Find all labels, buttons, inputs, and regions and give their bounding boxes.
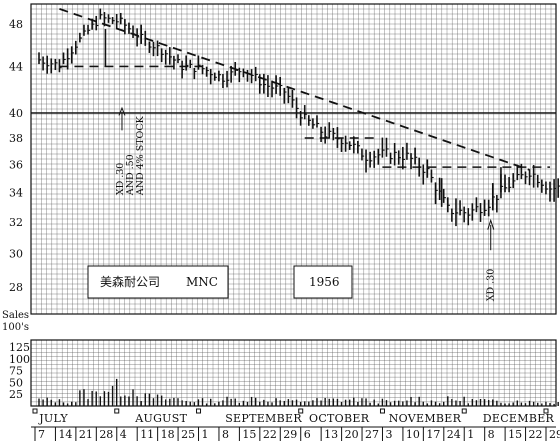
month-label: DECEMBER	[483, 412, 555, 425]
year-label: 1956	[309, 275, 340, 289]
y-tick-label: 38	[9, 132, 23, 145]
volume-tick-label: 50	[9, 376, 23, 389]
volume-tick-label: 75	[9, 365, 23, 378]
y-tick-label: 36	[9, 158, 23, 171]
month-label: NOVEMBER	[389, 412, 462, 425]
price-bars	[38, 8, 560, 227]
annotation-dividend: AND .50	[125, 154, 136, 196]
month-marker	[543, 408, 549, 414]
volume-tick-label: 100	[9, 353, 30, 366]
price-frame	[30, 3, 557, 315]
x-tick-label: 11	[140, 428, 154, 441]
y-tick-label: 48	[9, 18, 23, 31]
y-tick-label: 32	[9, 216, 23, 229]
x-tick-label: 15	[508, 428, 522, 441]
annotation-dividend: XD .30	[115, 163, 126, 196]
label-box-company: 美森耐公司 MNC	[87, 265, 229, 299]
month-marker	[379, 408, 385, 414]
downtrend-line	[59, 8, 530, 171]
y-tick-label: 28	[9, 281, 23, 294]
x-tick-label: 8	[222, 428, 229, 441]
y-tick-label: 44	[9, 60, 23, 73]
x-tick-label: 29	[283, 428, 297, 441]
month-label: JULY	[38, 412, 68, 425]
month-label: AUGUST	[134, 412, 187, 425]
annotation-arrowhead	[118, 106, 126, 116]
volume-frame	[30, 339, 557, 407]
x-tick-label: 10	[406, 428, 420, 441]
y-tick-label: 30	[9, 247, 23, 260]
y-tick-label: 34	[9, 186, 23, 199]
x-tick-label: 22	[263, 428, 277, 441]
x-tick-label: 21	[79, 428, 93, 441]
company-box	[87, 265, 229, 299]
x-tick-label: 28	[99, 428, 113, 441]
month-marker	[196, 408, 202, 414]
annotation-dividend: XD .30	[486, 269, 497, 302]
x-tick-label: 8	[488, 428, 495, 441]
x-tick-label: 7	[38, 428, 45, 441]
x-tick-label: 1	[467, 428, 474, 441]
x-tick-label: 14	[58, 428, 72, 441]
volume-tick-label: 25	[9, 388, 23, 401]
volume-ylabel: Sales	[2, 310, 29, 321]
x-tick-label: 20	[345, 428, 359, 441]
company-ticker: MNC	[186, 275, 218, 289]
x-tick-label: 17	[426, 428, 440, 441]
x-tick-label: 24	[447, 428, 461, 441]
month-marker	[298, 408, 304, 414]
x-tick-label: 18	[161, 428, 175, 441]
volume-ylabel-unit: 100's	[2, 322, 29, 333]
month-marker	[461, 408, 467, 414]
month-label: SEPTEMBER	[225, 412, 302, 425]
volume-grid	[30, 339, 556, 407]
x-tick-label: 1	[202, 428, 209, 441]
volume-bars	[38, 378, 559, 406]
company-name-cn: 美森耐公司	[100, 274, 160, 289]
x-tick-label: 4	[120, 428, 127, 441]
month-marker	[114, 408, 120, 414]
x-tick-label: 27	[365, 428, 379, 441]
year-box	[293, 265, 353, 299]
x-tick-label: 3	[385, 428, 392, 441]
x-tick-label: 6	[304, 428, 311, 441]
annotation-dividend: AND 4% STOCK	[135, 115, 146, 196]
volume-tick-label: 125	[9, 341, 30, 354]
x-axis: 7 14 21 28 4 11 18 25 1 8 15 22 29 6 13 20 27 3 10 17 24 1 8 15…	[31, 408, 560, 441]
month-marker	[32, 408, 38, 414]
x-tick-label: 13	[324, 428, 338, 441]
y-tick-label: 40	[9, 107, 23, 120]
x-tick-label: 15	[242, 428, 256, 441]
x-tick-label: 25	[181, 428, 195, 441]
month-label: OCTOBER	[309, 412, 370, 425]
x-tick-label: 29	[549, 428, 560, 441]
annotation-arrowhead	[487, 218, 495, 230]
label-box-year: 1956	[293, 265, 353, 299]
x-tick-label: 22	[529, 428, 543, 441]
